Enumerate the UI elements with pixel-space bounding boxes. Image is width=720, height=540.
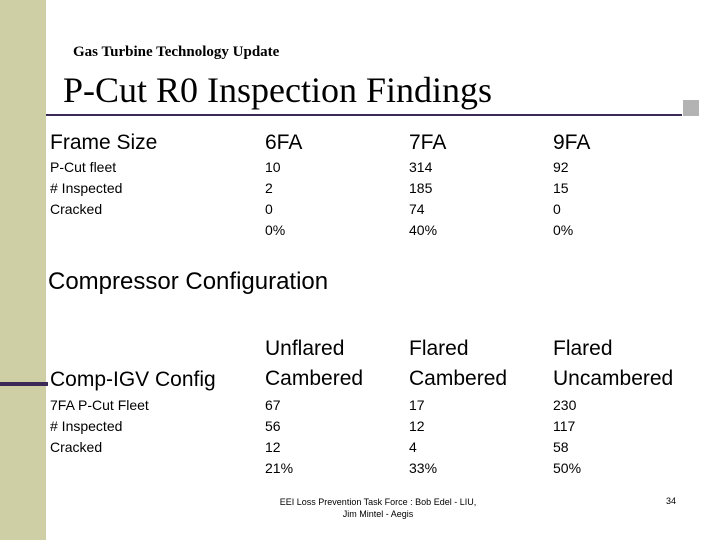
value-cell: 21% bbox=[265, 460, 294, 476]
value-cell: 314 bbox=[409, 159, 433, 175]
value-cell: 12 bbox=[265, 439, 281, 455]
value-cell: 12 bbox=[409, 418, 425, 434]
value-cell: 0 bbox=[265, 201, 273, 217]
comp-values-flared-uncambered: 230 117 58 50% bbox=[553, 395, 581, 479]
title-rule bbox=[46, 114, 682, 116]
column-header-line: Flared bbox=[409, 337, 469, 360]
slide-subtitle: Gas Turbine Technology Update bbox=[73, 44, 280, 60]
frame-size-header: Frame Size bbox=[50, 131, 158, 154]
frame-row-labels: P-Cut fleet # Inspected Cracked bbox=[50, 157, 122, 220]
value-cell: 58 bbox=[553, 439, 569, 455]
frame-values-7fa: 314 185 74 40% bbox=[409, 157, 437, 241]
value-cell: 15 bbox=[553, 180, 569, 196]
value-cell: 4 bbox=[409, 439, 417, 455]
value-cell: 56 bbox=[265, 418, 281, 434]
value-cell: 33% bbox=[409, 460, 438, 476]
slide-title: P-Cut R0 Inspection Findings bbox=[63, 70, 493, 110]
row-label-fleet: P-Cut fleet bbox=[50, 159, 117, 175]
comp-col-flared-uncambered: Flared Uncambered bbox=[553, 334, 673, 394]
frame-values-6fa: 10 2 0 0% bbox=[265, 157, 285, 241]
row-label-inspected: # Inspected bbox=[50, 180, 123, 196]
slide-footer: EEI Loss Prevention Task Force : Bob Ede… bbox=[230, 496, 526, 520]
value-cell: 0% bbox=[553, 222, 574, 238]
row-label-cracked: Cracked bbox=[50, 439, 103, 455]
value-cell: 0% bbox=[265, 222, 286, 238]
value-cell: 0 bbox=[553, 201, 561, 217]
comp-col-flared-cambered: Flared Cambered bbox=[409, 334, 507, 394]
comp-igv-header: Comp-IGV Config bbox=[50, 368, 216, 391]
comp-col-unflared-cambered: Unflared Cambered bbox=[265, 334, 363, 394]
value-cell: 117 bbox=[553, 418, 576, 434]
page-number: 34 bbox=[666, 496, 677, 506]
footer-line: Jim Mintel - Aegis bbox=[342, 509, 414, 519]
value-cell: 92 bbox=[553, 159, 569, 175]
frame-col-7fa: 7FA bbox=[409, 131, 447, 154]
comp-row-labels: 7FA P-Cut Fleet # Inspected Cracked bbox=[50, 395, 149, 458]
column-header-line: Unflared bbox=[265, 337, 345, 360]
column-header-line: Cambered bbox=[265, 367, 364, 390]
comp-values-flared-cambered: 17 12 4 33% bbox=[409, 395, 437, 479]
frame-col-9fa: 9FA bbox=[553, 131, 591, 154]
column-header-line: Uncambered bbox=[553, 367, 674, 390]
footer-line: EEI Loss Prevention Task Force : Bob Ede… bbox=[279, 497, 477, 507]
value-cell: 17 bbox=[409, 397, 425, 413]
value-cell: 40% bbox=[409, 222, 438, 238]
comp-values-unflared-cambered: 67 56 12 21% bbox=[265, 395, 293, 479]
row-label-cracked: Cracked bbox=[50, 201, 103, 217]
frame-values-9fa: 92 15 0 0% bbox=[553, 157, 573, 241]
row-label-fleet: 7FA P-Cut Fleet bbox=[50, 397, 149, 413]
frame-col-6fa: 6FA bbox=[265, 131, 303, 154]
value-cell: 67 bbox=[265, 397, 281, 413]
title-accent-square bbox=[683, 100, 699, 116]
value-cell: 2 bbox=[265, 180, 273, 196]
row-label-inspected: # Inspected bbox=[50, 418, 123, 434]
value-cell: 230 bbox=[553, 397, 577, 413]
value-cell: 50% bbox=[553, 460, 582, 476]
value-cell: 74 bbox=[409, 201, 425, 217]
slide-sidebar bbox=[0, 0, 46, 540]
value-cell: 10 bbox=[265, 159, 281, 175]
value-cell: 185 bbox=[409, 180, 433, 196]
column-header-line: Cambered bbox=[409, 367, 508, 390]
section-title: Compressor Configuration bbox=[48, 268, 329, 295]
sidebar-accent-bar bbox=[0, 382, 48, 386]
column-header-line: Flared bbox=[553, 337, 613, 360]
